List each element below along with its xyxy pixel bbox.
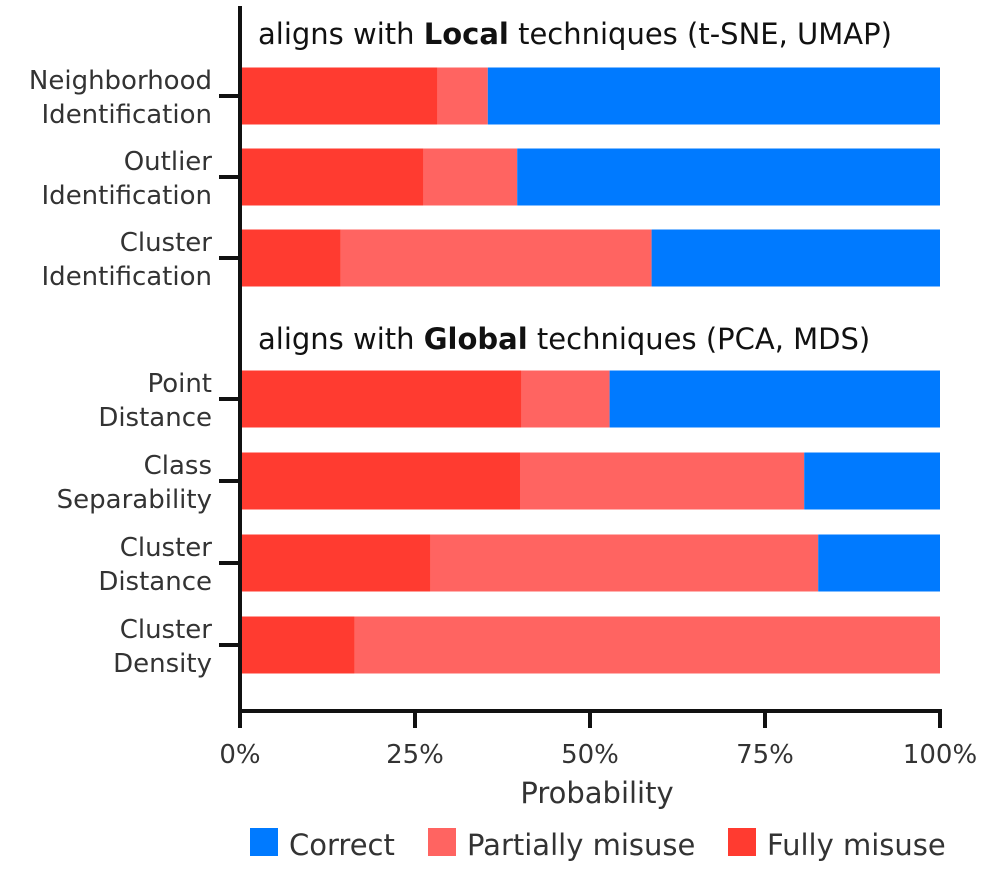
y-label-line: Cluster — [120, 615, 213, 645]
bar-correct-5 — [804, 452, 940, 510]
y-label-4: Point Distance — [98, 369, 212, 433]
bar-fully-misuse-3 — [240, 229, 341, 287]
y-label-line: Density — [113, 649, 212, 679]
y-label-line: Separability — [57, 485, 212, 515]
x-tick-label-5: 100% — [903, 740, 977, 770]
y-label-line: Identification — [42, 181, 212, 211]
legend-item-fully-misuse: Fully misuse — [728, 828, 946, 862]
y-label-3: Cluster Identification — [42, 228, 213, 292]
bar-correct-2 — [517, 148, 940, 206]
bar-fully-misuse-5 — [240, 452, 520, 510]
group-title-bold: Global — [424, 322, 528, 356]
y-label-line: Point — [147, 369, 212, 399]
y-axis-labels: Neighborhood Identification Outlier Identif… — [29, 66, 212, 679]
bar-partially-misuse-2 — [423, 148, 518, 206]
y-label-line: Identification — [42, 100, 212, 130]
y-label-1: Neighborhood Identification — [29, 66, 212, 130]
bar-fully-misuse-1 — [240, 67, 438, 125]
y-label-line: Class — [144, 451, 212, 481]
group-title-local: aligns with Local techniques (t-SNE, UMA… — [258, 17, 892, 51]
group-title-bold: Local — [424, 17, 509, 51]
y-label-5: Class Separability — [57, 451, 212, 515]
legend-label: Fully misuse — [767, 828, 946, 862]
bar-correct-6 — [818, 534, 940, 592]
bar-fully-misuse-4 — [240, 370, 522, 428]
x-tick-label-3: 50% — [561, 740, 619, 770]
y-label-7: Cluster Density — [113, 615, 212, 679]
legend-label: Partially misuse — [467, 828, 695, 862]
legend: Correct Partially misuse Fully misuse — [250, 828, 946, 862]
group-title-prefix: aligns with — [258, 322, 424, 356]
group-title-suffix: techniques (PCA, MDS) — [528, 322, 871, 356]
legend-swatch — [250, 828, 278, 856]
y-label-line: Cluster — [120, 533, 213, 563]
legend-swatch — [728, 828, 756, 856]
group-title-global: aligns with Global techniques (PCA, MDS) — [258, 322, 870, 356]
bar-correct-3 — [651, 229, 940, 287]
x-tick-label-2: 25% — [386, 740, 444, 770]
bar-partially-misuse-5 — [520, 452, 805, 510]
bar-correct-4 — [609, 370, 940, 428]
bar-partially-misuse-6 — [430, 534, 819, 592]
bar-fully-misuse-7 — [240, 616, 355, 674]
bar-partially-misuse-7 — [354, 616, 940, 674]
y-label-2: Outlier Identification — [42, 147, 213, 211]
bar-fully-misuse-2 — [240, 148, 424, 206]
x-tick-label-1: 0% — [219, 740, 260, 770]
legend-item-correct: Correct — [250, 828, 395, 862]
bar-partially-misuse-1 — [437, 67, 488, 125]
group-title-suffix: techniques (t-SNE, UMAP) — [509, 17, 892, 51]
group-title-prefix: aligns with — [258, 17, 424, 51]
group-titles: aligns with Local techniques (t-SNE, UMA… — [258, 17, 892, 356]
y-label-line: Distance — [98, 403, 212, 433]
legend-swatch — [428, 828, 456, 856]
x-axis-ticks: 0% 25% 50% 75% 100% — [219, 711, 977, 770]
bars-layer — [240, 67, 940, 674]
legend-label: Correct — [289, 828, 395, 862]
bar-partially-misuse-3 — [340, 229, 652, 287]
y-label-line: Identification — [42, 262, 212, 292]
y-label-line: Distance — [98, 567, 212, 597]
bar-fully-misuse-6 — [240, 534, 431, 592]
x-axis-title: Probability — [520, 776, 673, 810]
y-label-line: Cluster — [120, 228, 213, 258]
y-label-6: Cluster Distance — [98, 533, 212, 597]
y-label-line: Outlier — [124, 147, 213, 177]
legend-item-partially-misuse: Partially misuse — [428, 828, 695, 862]
bar-partially-misuse-4 — [521, 370, 610, 428]
x-tick-label-4: 75% — [736, 740, 794, 770]
bar-correct-1 — [487, 67, 940, 125]
y-label-line: Neighborhood — [29, 66, 212, 96]
